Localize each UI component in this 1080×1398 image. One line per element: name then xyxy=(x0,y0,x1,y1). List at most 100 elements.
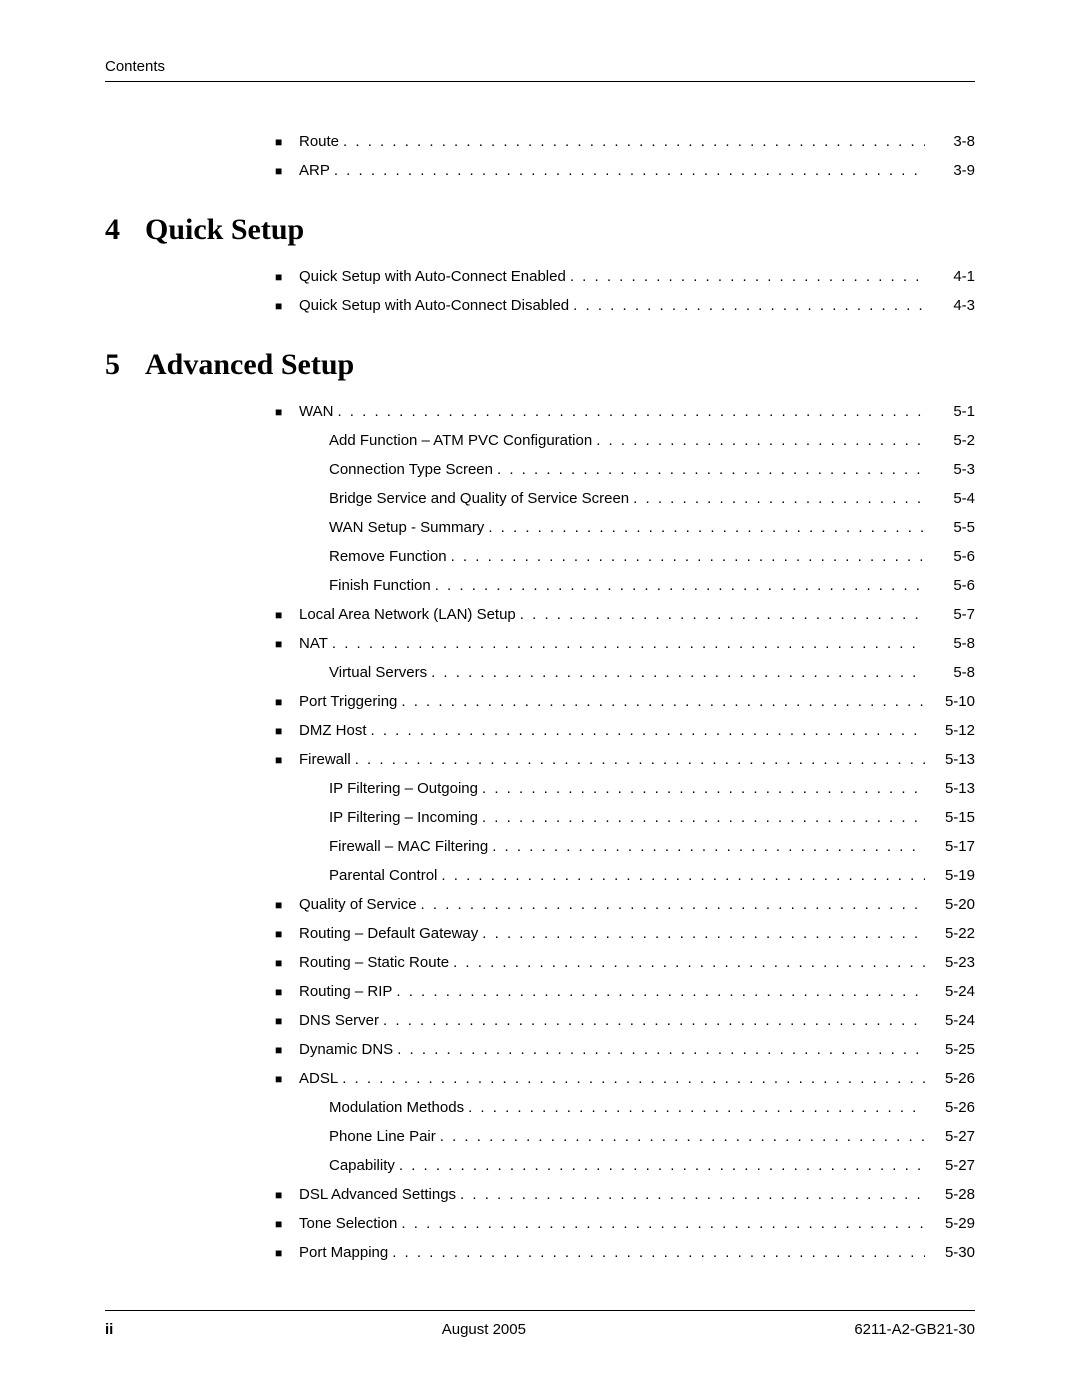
toc-entries: ■WAN . . . . . . . . . . . . . . . . . .… xyxy=(275,400,975,1265)
bullet-icon: ■ xyxy=(275,1070,299,1089)
page-footer: ii August 2005 6211-A2-GB21-30 xyxy=(105,1310,975,1338)
toc-entry-label: Finish Function xyxy=(329,574,431,598)
dot-leader: . . . . . . . . . . . . . . . . . . . . … xyxy=(437,864,925,888)
toc-entry-label: WAN Setup - Summary xyxy=(329,516,484,540)
toc-entry-page: 5-7 xyxy=(925,603,975,627)
bullet-icon: ■ xyxy=(275,1186,299,1205)
toc-entry-page: 5-27 xyxy=(925,1125,975,1149)
chapter-heading: 5Advanced Setup xyxy=(105,348,975,382)
toc-entry: ■Port Mapping . . . . . . . . . . . . . … xyxy=(275,1241,975,1265)
dot-leader: . . . . . . . . . . . . . . . . . . . . … xyxy=(447,545,925,569)
toc-entry-label: Remove Function xyxy=(329,545,447,569)
toc-entry: ■Quality of Service . . . . . . . . . . … xyxy=(275,893,975,917)
toc-entry-page: 5-25 xyxy=(925,1038,975,1062)
dot-leader: . . . . . . . . . . . . . . . . . . . . … xyxy=(393,1038,925,1062)
dot-leader: . . . . . . . . . . . . . . . . . . . . … xyxy=(449,951,925,975)
bullet-icon: ■ xyxy=(275,1215,299,1234)
toc-entry-label: Virtual Servers xyxy=(329,661,427,685)
footer-page-number: ii xyxy=(105,1321,113,1338)
chapter-heading: 4Quick Setup xyxy=(105,213,975,247)
toc-entry: Add Function – ATM PVC Configuration . .… xyxy=(275,429,975,453)
dot-leader: . . . . . . . . . . . . . . . . . . . . … xyxy=(367,719,926,743)
dot-leader: . . . . . . . . . . . . . . . . . . . . … xyxy=(330,159,925,183)
toc-entry-label: ADSL xyxy=(299,1067,338,1091)
toc-entry: ■ARP . . . . . . . . . . . . . . . . . .… xyxy=(275,159,975,183)
toc-entry: IP Filtering – Outgoing . . . . . . . . … xyxy=(275,777,975,801)
toc-entry: Finish Function . . . . . . . . . . . . … xyxy=(275,574,975,598)
toc-entry-page: 4-1 xyxy=(925,265,975,289)
toc-entry: ■Local Area Network (LAN) Setup . . . . … xyxy=(275,603,975,627)
toc-pre-entries: ■Route . . . . . . . . . . . . . . . . .… xyxy=(275,130,975,183)
toc-entry: ■Dynamic DNS . . . . . . . . . . . . . .… xyxy=(275,1038,975,1062)
footer-date: August 2005 xyxy=(442,1321,526,1338)
toc-entry: ■Quick Setup with Auto-Connect Disabled … xyxy=(275,294,975,318)
bullet-icon: ■ xyxy=(275,925,299,944)
toc-entry-label: Connection Type Screen xyxy=(329,458,493,482)
header-rule xyxy=(105,81,975,82)
toc-entry-page: 5-29 xyxy=(925,1212,975,1236)
dot-leader: . . . . . . . . . . . . . . . . . . . . … xyxy=(333,400,925,424)
toc-entry-label: Modulation Methods xyxy=(329,1096,464,1120)
toc-entry-label: Phone Line Pair xyxy=(329,1125,436,1149)
toc-entry: WAN Setup - Summary . . . . . . . . . . … xyxy=(275,516,975,540)
toc-entry-page: 5-27 xyxy=(925,1154,975,1178)
footer-doc-id: 6211-A2-GB21-30 xyxy=(854,1321,975,1338)
bullet-icon: ■ xyxy=(275,403,299,422)
toc-entry: ■NAT . . . . . . . . . . . . . . . . . .… xyxy=(275,632,975,656)
toc-entry-label: Firewall xyxy=(299,748,351,772)
footer-rule xyxy=(105,1310,975,1311)
toc-entry-page: 5-19 xyxy=(925,864,975,888)
dot-leader: . . . . . . . . . . . . . . . . . . . . … xyxy=(569,294,925,318)
dot-leader: . . . . . . . . . . . . . . . . . . . . … xyxy=(478,806,925,830)
toc-entry: Connection Type Screen . . . . . . . . .… xyxy=(275,458,975,482)
dot-leader: . . . . . . . . . . . . . . . . . . . . … xyxy=(592,429,925,453)
toc-entry: ■Routing – RIP . . . . . . . . . . . . .… xyxy=(275,980,975,1004)
bullet-icon: ■ xyxy=(275,162,299,181)
toc-entry-page: 5-15 xyxy=(925,806,975,830)
toc-entry-page: 5-23 xyxy=(925,951,975,975)
toc-entry: ■Quick Setup with Auto-Connect Enabled .… xyxy=(275,265,975,289)
toc-entry-page: 5-8 xyxy=(925,632,975,656)
bullet-icon: ■ xyxy=(275,1244,299,1263)
toc-entry-label: Bridge Service and Quality of Service Sc… xyxy=(329,487,629,511)
dot-leader: . . . . . . . . . . . . . . . . . . . . … xyxy=(436,1125,925,1149)
dot-leader: . . . . . . . . . . . . . . . . . . . . … xyxy=(478,922,925,946)
dot-leader: . . . . . . . . . . . . . . . . . . . . … xyxy=(516,603,925,627)
toc-entry-page: 5-28 xyxy=(925,1183,975,1207)
dot-leader: . . . . . . . . . . . . . . . . . . . . … xyxy=(456,1183,925,1207)
toc-entry-page: 5-26 xyxy=(925,1067,975,1091)
toc-entry: ■Route . . . . . . . . . . . . . . . . .… xyxy=(275,130,975,154)
bullet-icon: ■ xyxy=(275,606,299,625)
bullet-icon: ■ xyxy=(275,983,299,1002)
bullet-icon: ■ xyxy=(275,896,299,915)
toc-entry-page: 5-13 xyxy=(925,777,975,801)
toc-entry-page: 5-22 xyxy=(925,922,975,946)
dot-leader: . . . . . . . . . . . . . . . . . . . . … xyxy=(484,516,925,540)
dot-leader: . . . . . . . . . . . . . . . . . . . . … xyxy=(338,1067,925,1091)
dot-leader: . . . . . . . . . . . . . . . . . . . . … xyxy=(397,690,925,714)
toc-entry: ■ADSL . . . . . . . . . . . . . . . . . … xyxy=(275,1067,975,1091)
dot-leader: . . . . . . . . . . . . . . . . . . . . … xyxy=(488,835,925,859)
bullet-icon: ■ xyxy=(275,722,299,741)
toc-entry-label: DMZ Host xyxy=(299,719,367,743)
toc-entry-label: IP Filtering – Outgoing xyxy=(329,777,478,801)
dot-leader: . . . . . . . . . . . . . . . . . . . . … xyxy=(629,487,925,511)
dot-leader: . . . . . . . . . . . . . . . . . . . . … xyxy=(417,893,925,917)
toc-entry-page: 5-6 xyxy=(925,545,975,569)
toc-entry-page: 5-6 xyxy=(925,574,975,598)
toc-entry-label: Port Mapping xyxy=(299,1241,388,1265)
toc-entry-page: 5-13 xyxy=(925,748,975,772)
dot-leader: . . . . . . . . . . . . . . . . . . . . … xyxy=(392,980,925,1004)
chapter-number: 5 xyxy=(105,348,145,382)
chapter-number: 4 xyxy=(105,213,145,247)
toc-entry-label: Tone Selection xyxy=(299,1212,397,1236)
toc-entry-page: 5-5 xyxy=(925,516,975,540)
toc-entry-label: Dynamic DNS xyxy=(299,1038,393,1062)
bullet-icon: ■ xyxy=(275,954,299,973)
toc-entry-label: Route xyxy=(299,130,339,154)
bullet-icon: ■ xyxy=(275,693,299,712)
toc-entry-page: 4-3 xyxy=(925,294,975,318)
toc-entry-page: 5-2 xyxy=(925,429,975,453)
toc-entry: ■WAN . . . . . . . . . . . . . . . . . .… xyxy=(275,400,975,424)
bullet-icon: ■ xyxy=(275,297,299,316)
